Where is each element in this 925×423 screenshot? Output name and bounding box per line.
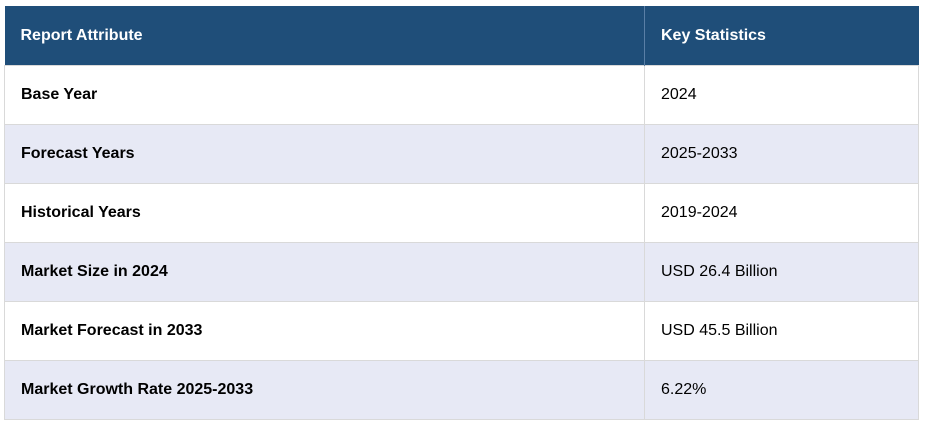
table-row: Historical Years 2019-2024 [4, 183, 919, 243]
report-table-container: Report Attribute Key Statistics Base Yea… [4, 6, 919, 420]
attribute-cell: Historical Years [4, 183, 645, 243]
attribute-cell: Market Forecast in 2033 [4, 301, 645, 361]
value-cell: 2024 [644, 65, 919, 125]
attribute-cell: Market Size in 2024 [4, 242, 645, 302]
table-row: Market Growth Rate 2025-2033 6.22% [4, 360, 919, 420]
table-row: Forecast Years 2025-2033 [4, 124, 919, 184]
value-cell: USD 45.5 Billion [644, 301, 919, 361]
value-cell: 6.22% [644, 360, 919, 420]
value-cell: 2019-2024 [644, 183, 919, 243]
report-table: Report Attribute Key Statistics Base Yea… [4, 6, 919, 420]
table-row: Market Forecast in 2033 USD 45.5 Billion [4, 301, 919, 361]
value-cell: 2025-2033 [644, 124, 919, 184]
table-row: Market Size in 2024 USD 26.4 Billion [4, 242, 919, 302]
header-key-statistics: Key Statistics [644, 6, 919, 66]
header-report-attribute: Report Attribute [4, 6, 645, 66]
value-cell: USD 26.4 Billion [644, 242, 919, 302]
table-header-row: Report Attribute Key Statistics [4, 6, 919, 66]
attribute-cell: Forecast Years [4, 124, 645, 184]
table-row: Base Year 2024 [4, 65, 919, 125]
attribute-cell: Market Growth Rate 2025-2033 [4, 360, 645, 420]
attribute-cell: Base Year [4, 65, 645, 125]
